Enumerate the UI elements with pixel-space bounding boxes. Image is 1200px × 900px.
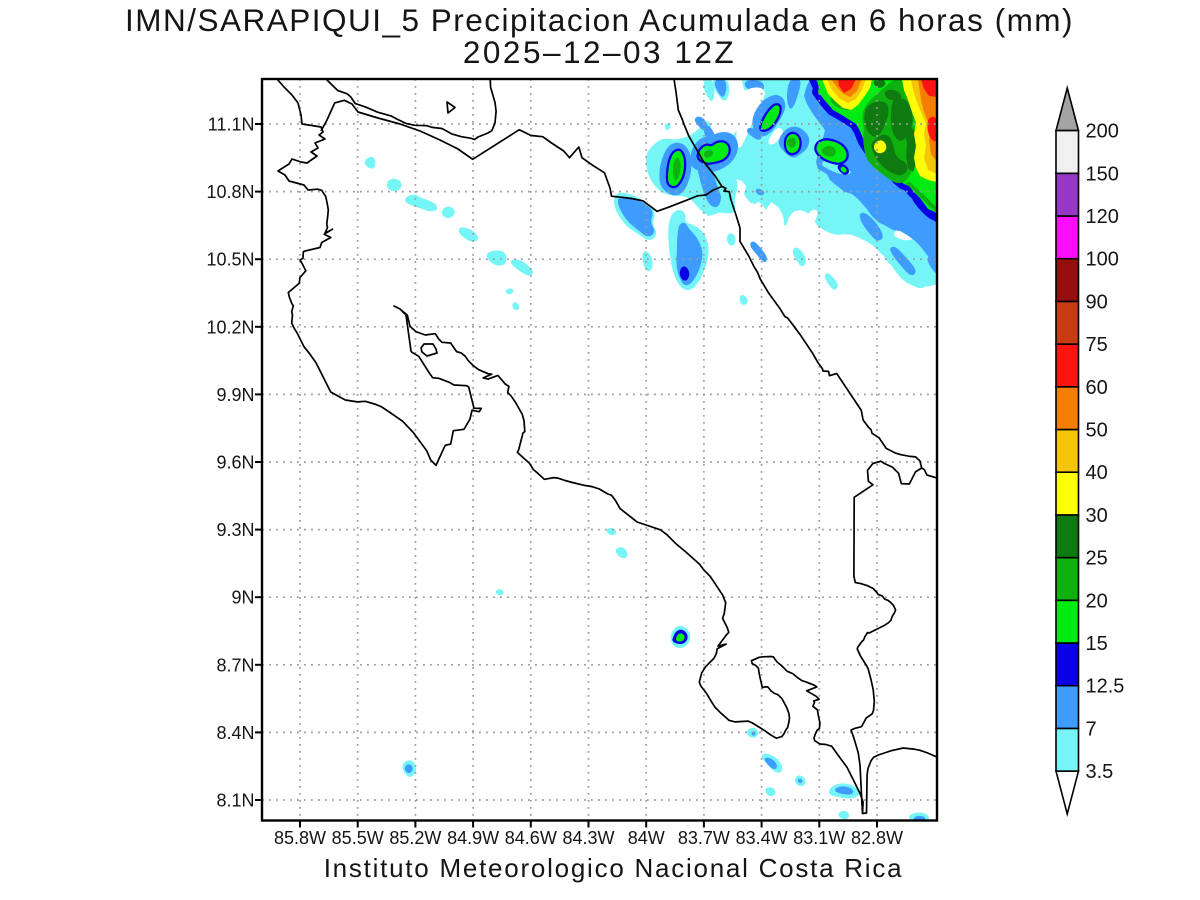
svg-text:85.8W: 85.8W <box>274 828 326 848</box>
svg-text:10.8N: 10.8N <box>206 182 254 202</box>
svg-text:9N: 9N <box>231 588 254 608</box>
svg-text:15: 15 <box>1086 633 1108 655</box>
svg-text:7: 7 <box>1086 718 1097 740</box>
svg-text:100: 100 <box>1086 249 1119 271</box>
svg-text:84.9W: 84.9W <box>447 828 499 848</box>
svg-text:12.5: 12.5 <box>1086 676 1125 698</box>
svg-text:75: 75 <box>1086 334 1108 356</box>
svg-text:9.6N: 9.6N <box>216 453 254 473</box>
svg-text:150: 150 <box>1086 163 1119 185</box>
svg-text:50: 50 <box>1086 420 1108 442</box>
svg-text:83.4W: 83.4W <box>736 828 788 848</box>
svg-text:25: 25 <box>1086 548 1108 570</box>
svg-text:8.7N: 8.7N <box>216 655 254 675</box>
svg-text:85.5W: 85.5W <box>332 828 384 848</box>
svg-text:10.2N: 10.2N <box>206 317 254 337</box>
svg-text:90: 90 <box>1086 291 1108 313</box>
svg-text:9.9N: 9.9N <box>216 385 254 405</box>
svg-text:120: 120 <box>1086 206 1119 228</box>
svg-text:9.3N: 9.3N <box>216 520 254 540</box>
svg-text:85.2W: 85.2W <box>389 828 441 848</box>
svg-text:11.1N: 11.1N <box>208 115 255 135</box>
svg-text:10.5N: 10.5N <box>206 250 254 270</box>
svg-text:8.1N: 8.1N <box>216 791 254 811</box>
svg-text:84W: 84W <box>628 828 665 848</box>
svg-text:3.5: 3.5 <box>1086 761 1114 783</box>
svg-text:82.8W: 82.8W <box>851 828 903 848</box>
svg-text:83.1W: 83.1W <box>793 828 845 848</box>
svg-text:60: 60 <box>1086 377 1108 399</box>
svg-text:83.7W: 83.7W <box>678 828 730 848</box>
svg-text:8.4N: 8.4N <box>216 723 254 743</box>
svg-text:40: 40 <box>1086 462 1108 484</box>
svg-text:20: 20 <box>1086 590 1108 612</box>
svg-text:84.6W: 84.6W <box>505 828 557 848</box>
svg-text:84.3W: 84.3W <box>562 828 614 848</box>
svg-text:200: 200 <box>1086 121 1119 143</box>
svg-text:30: 30 <box>1086 505 1108 527</box>
